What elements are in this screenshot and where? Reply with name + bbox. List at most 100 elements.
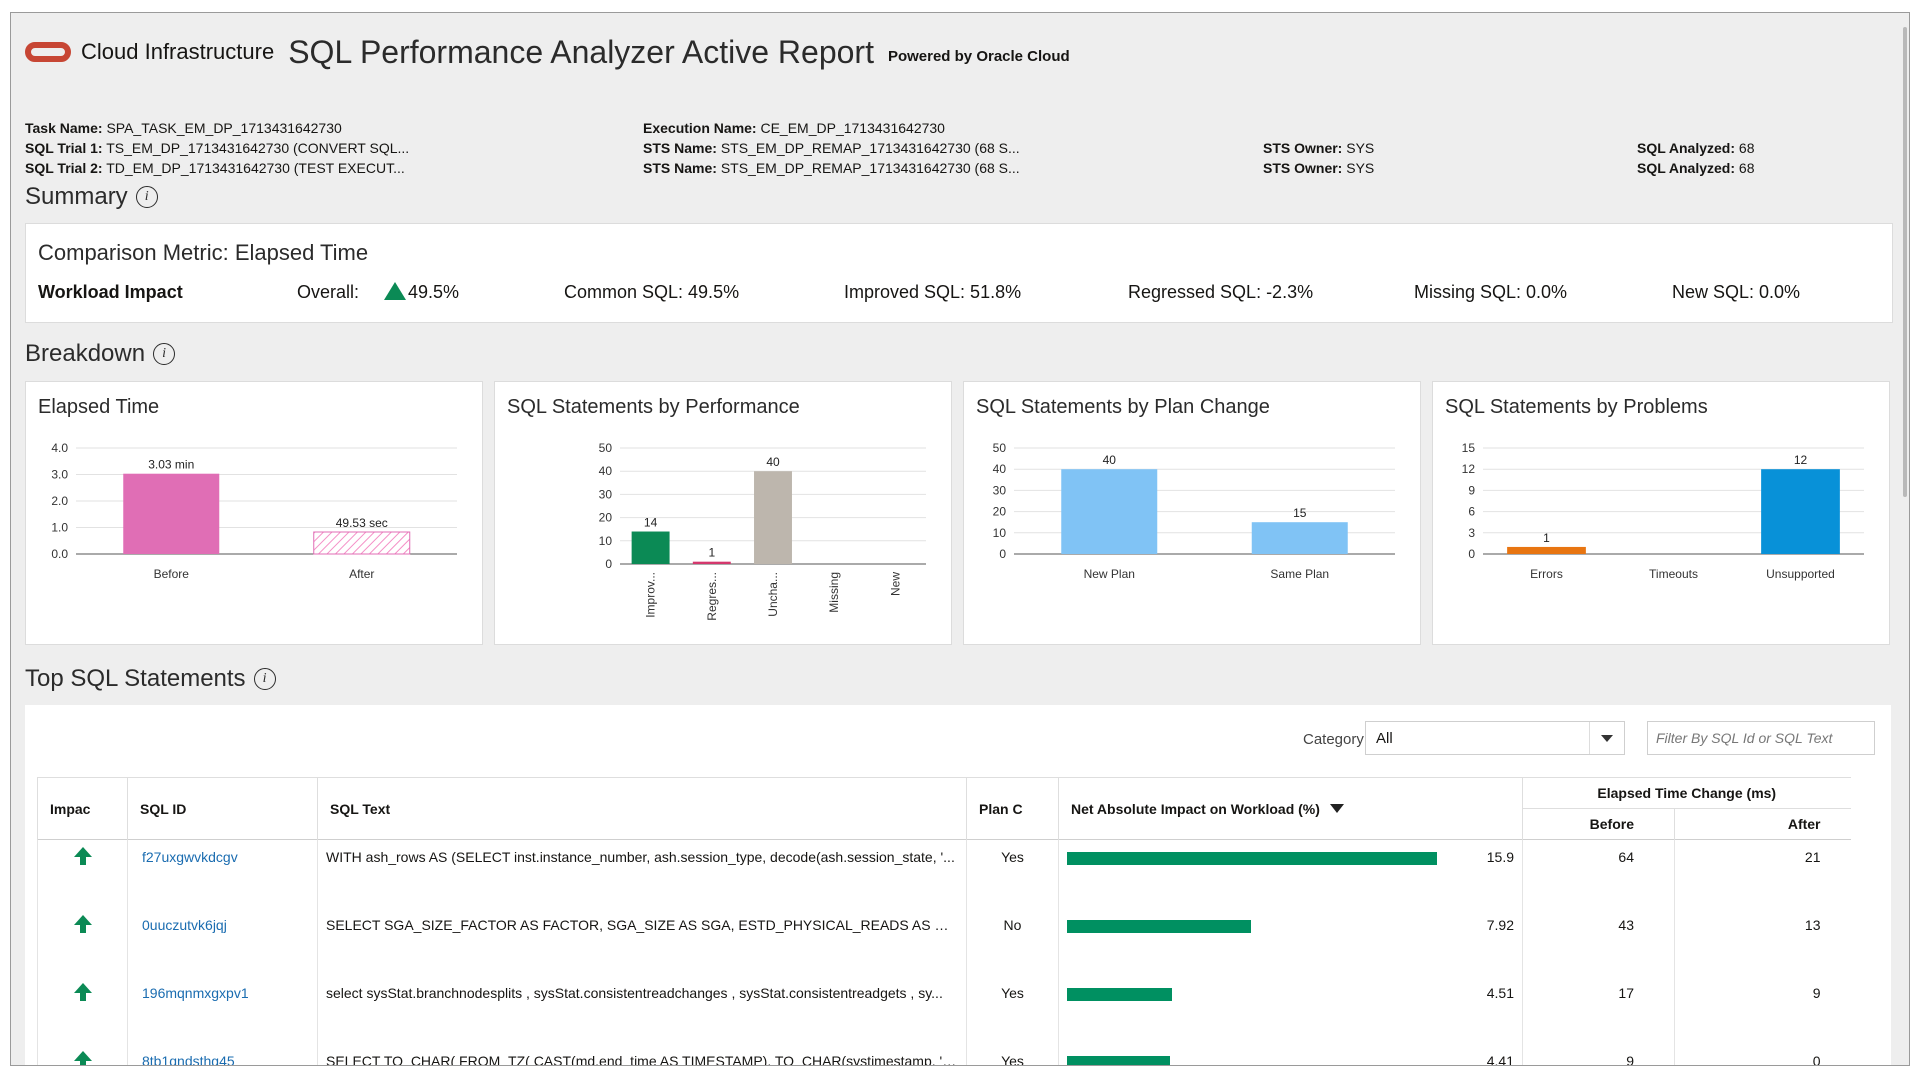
workload-impact-label: Workload Impact bbox=[38, 282, 183, 302]
filter-input[interactable] bbox=[1647, 721, 1875, 755]
sql-id-cell: 8tb1qndsthg45 bbox=[127, 1044, 318, 1066]
bar bbox=[1761, 469, 1840, 554]
page-title: SQL Performance Analyzer Active Report bbox=[288, 33, 874, 70]
top-sql-title: Top SQL Statements bbox=[25, 665, 246, 692]
data-label: 40 bbox=[766, 455, 780, 469]
data-label: 12 bbox=[1794, 453, 1808, 467]
y-tick-label: 12 bbox=[1462, 462, 1476, 476]
sort-desc-icon[interactable] bbox=[1329, 803, 1344, 813]
task-info-col-2: Execution Name: CE_EM_DP_1713431642730 S… bbox=[643, 118, 1020, 178]
arrow-up-icon bbox=[73, 1050, 92, 1065]
sql-id-link[interactable]: 8tb1qndsthg45 bbox=[142, 1053, 235, 1066]
summary-title: Summary bbox=[25, 183, 128, 210]
table-row[interactable]: 196mqnmxgxpv1 select sysStat.branchnodesp… bbox=[37, 976, 1851, 1010]
sql-id-link[interactable]: 196mqnmxgxpv1 bbox=[142, 985, 249, 1001]
report-header: Cloud Infrastructure SQL Performance Ana… bbox=[25, 27, 1070, 77]
data-label: 1 bbox=[1543, 531, 1550, 545]
sql-text-cell: SELECT TO_CHAR( FROM_TZ( CAST(md.end_tim… bbox=[317, 1044, 967, 1065]
chart-title: Elapsed Time bbox=[38, 396, 160, 418]
missing-sql: Missing SQL: 0.0% bbox=[1414, 282, 1568, 302]
col-plan-change[interactable]: Plan C bbox=[966, 777, 1059, 840]
data-label: 3.03 min bbox=[148, 458, 194, 472]
col-sql-text[interactable]: SQL Text bbox=[317, 777, 967, 840]
col-after[interactable]: After bbox=[1674, 808, 1851, 840]
x-tick-label: New bbox=[888, 572, 902, 596]
net-impact-value: 15.9 bbox=[1486, 849, 1514, 865]
x-tick-label: Before bbox=[154, 567, 190, 581]
net-impact-cell: 15.9 bbox=[1058, 839, 1523, 874]
category-select[interactable]: All bbox=[1365, 721, 1625, 755]
x-tick-label: Errors bbox=[1530, 567, 1563, 581]
info-icon[interactable]: i bbox=[135, 186, 158, 208]
overall-value: 49.5% bbox=[384, 282, 459, 303]
data-label: 40 bbox=[1103, 453, 1117, 467]
table-row[interactable]: 8tb1qndsthg45 SELECT TO_CHAR( FROM_TZ( CA… bbox=[37, 1044, 1851, 1066]
top-sql-table: Impac SQL ID SQL Text Plan C Net Absolut… bbox=[37, 777, 1851, 1066]
brand-name: Cloud Infrastructure bbox=[81, 39, 275, 64]
col-before[interactable]: Before bbox=[1522, 808, 1675, 840]
x-tick-label: Regres... bbox=[705, 572, 719, 621]
sts-name-label: STS Name: bbox=[643, 160, 717, 176]
summary-card: Comparison Metric: Elapsed Time Workload… bbox=[25, 223, 1893, 323]
col-net-impact[interactable]: Net Absolute Impact on Workload (%) bbox=[1058, 777, 1523, 840]
plan-change-chart-card: SQL Statements by Plan Change 0 10 20 30 40 5… bbox=[963, 381, 1421, 645]
bar bbox=[313, 531, 411, 555]
plan-change-chart: 0 10 20 30 40 50 40 New Plan 15 Same Plan bbox=[993, 441, 1395, 581]
sts-name-value-1: STS_EM_DP_REMAP_1713431642730 (68 S... bbox=[720, 140, 1020, 156]
impact-cell bbox=[37, 976, 128, 1010]
sql-id-link[interactable]: 0uuczutvk6jqj bbox=[142, 917, 227, 933]
y-tick-label: 40 bbox=[599, 464, 613, 478]
bar bbox=[1507, 546, 1586, 554]
sts-owner-value-1: SYS bbox=[1346, 140, 1375, 156]
y-tick-label: 0 bbox=[1468, 547, 1475, 561]
y-tick-label: 30 bbox=[993, 483, 1007, 497]
y-tick-label: 0 bbox=[999, 547, 1006, 561]
table-row[interactable]: f27uxgwvkdcgv WITH ash_rows AS (SELECT in… bbox=[37, 839, 1851, 874]
y-tick-label: 9 bbox=[1468, 483, 1475, 497]
plan-change-cell: Yes bbox=[966, 976, 1059, 1010]
net-impact-cell: 4.41 bbox=[1058, 1044, 1523, 1065]
x-tick-label: Same Plan bbox=[1270, 567, 1329, 581]
x-tick-label: Timeouts bbox=[1649, 567, 1698, 581]
bar bbox=[631, 531, 670, 564]
data-label: 1 bbox=[708, 546, 715, 560]
sql-id-link[interactable]: f27uxgwvkdcgv bbox=[142, 849, 238, 865]
sql-id-cell: 196mqnmxgxpv1 bbox=[127, 976, 318, 1010]
y-tick-label: 4.0 bbox=[51, 441, 68, 455]
x-tick-label: New Plan bbox=[1084, 567, 1135, 581]
bar bbox=[1251, 522, 1348, 554]
sql-analyzed-label: SQL Analyzed: bbox=[1637, 160, 1736, 176]
new-sql: New SQL: 0.0% bbox=[1672, 282, 1801, 302]
chart-title: SQL Statements by Performance bbox=[507, 396, 800, 418]
y-tick-label: 40 bbox=[993, 462, 1007, 476]
col-elapsed-change: Elapsed Time Change (ms) bbox=[1522, 777, 1851, 809]
x-tick-label: Unsupported bbox=[1766, 567, 1835, 581]
breakdown-title: Breakdown bbox=[25, 340, 146, 367]
y-tick-label: 0.0 bbox=[51, 547, 68, 561]
task-info-col-3: STS Owner: SYS STS Owner: SYS bbox=[1263, 138, 1374, 178]
summary-heading: Summary i bbox=[25, 183, 158, 211]
scrollbar[interactable] bbox=[1903, 27, 1907, 497]
chevron-down-icon[interactable] bbox=[1589, 722, 1624, 754]
chart-title: SQL Statements by Problems bbox=[1445, 396, 1708, 418]
task-info-col-1: Task Name: SPA_TASK_EM_DP_1713431642730 … bbox=[25, 118, 409, 178]
y-tick-label: 10 bbox=[993, 526, 1007, 540]
impact-cell bbox=[37, 1044, 128, 1065]
before-cell: 17 bbox=[1522, 976, 1675, 1010]
data-label: 49.53 sec bbox=[336, 516, 388, 530]
y-tick-label: 20 bbox=[599, 511, 613, 525]
info-icon[interactable]: i bbox=[253, 668, 276, 690]
y-tick-label: 20 bbox=[993, 505, 1007, 519]
col-sql-id[interactable]: SQL ID bbox=[127, 777, 318, 840]
net-impact-cell: 4.51 bbox=[1058, 976, 1523, 1010]
data-label: 15 bbox=[1293, 506, 1307, 520]
after-cell: 0 bbox=[1674, 1044, 1851, 1065]
col-impact[interactable]: Impac bbox=[37, 777, 128, 840]
table-row[interactable]: 0uuczutvk6jqj SELECT SGA_SIZE_FACTOR AS F… bbox=[37, 908, 1851, 942]
info-icon[interactable]: i bbox=[153, 343, 176, 365]
before-cell: 43 bbox=[1522, 908, 1675, 942]
impact-cell bbox=[37, 908, 128, 942]
task-info-col-4: SQL Analyzed: 68 SQL Analyzed: 68 bbox=[1637, 138, 1755, 178]
problems-chart-card: SQL Statements by Problems 0 3 6 9 12 15 1 Erro… bbox=[1432, 381, 1890, 645]
impact-cell bbox=[37, 839, 128, 874]
